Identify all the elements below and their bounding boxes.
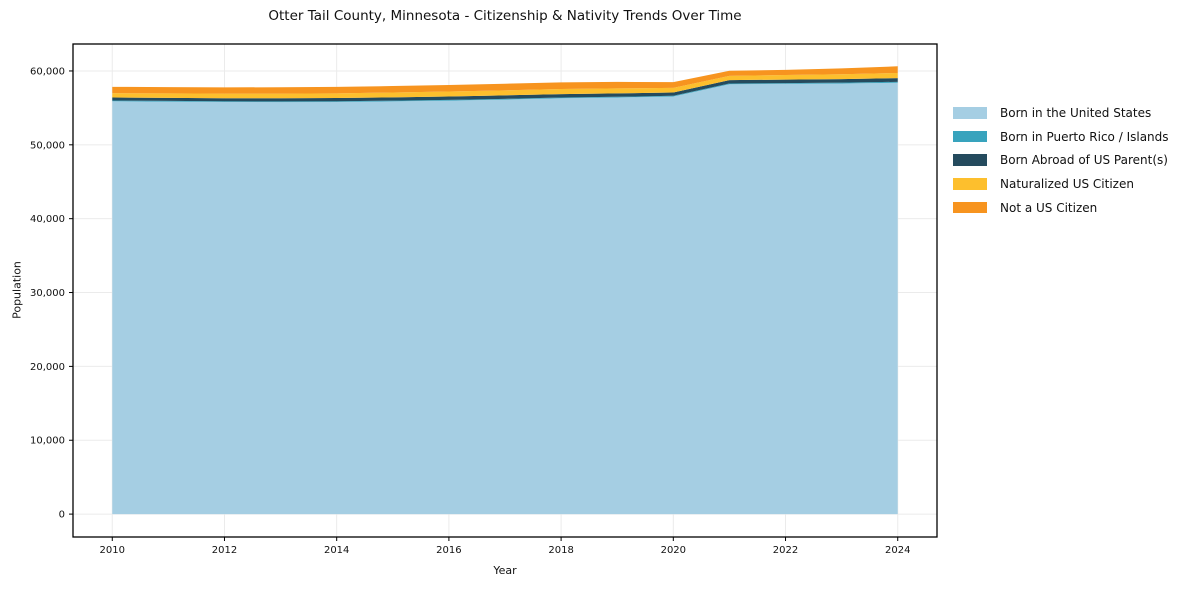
area-series-group	[112, 66, 898, 515]
area-series-3	[112, 72, 898, 99]
area-series-0	[112, 82, 898, 515]
legend-item: Born in Puerto Rico / Islands	[953, 125, 1169, 149]
legend: Born in the United States Born in Puerto …	[953, 101, 1169, 219]
legend-item-label: Born in the United States	[1000, 105, 1152, 120]
y-tick-label: 0	[59, 510, 65, 521]
legend-item: Not a US Citizen	[953, 196, 1169, 220]
legend-item: Born in the United States	[953, 101, 1169, 125]
x-tick-label: 2022	[773, 545, 798, 556]
legend-item-label: Naturalized US Citizen	[1000, 176, 1134, 191]
legend-swatch	[953, 178, 987, 190]
legend-swatch	[953, 201, 987, 214]
plot-border	[72, 43, 938, 538]
legend-item-label: Born in Puerto Rico / Islands	[1000, 129, 1169, 144]
y-axis-label: Population	[10, 261, 24, 319]
x-tick-label: 2018	[548, 545, 573, 556]
y-tick-label: 60,000	[30, 66, 65, 77]
x-tick-labels: 2010 2012 2014 2016 2018 2020 2022 2024	[100, 545, 911, 556]
legend-item-label: Born Abroad of US Parent(s)	[1000, 153, 1168, 168]
x-tick-label: 2012	[212, 545, 237, 556]
legend-swatch	[953, 107, 987, 119]
tick-marks	[69, 70, 899, 541]
y-tick-labels: 0 10,000 20,000 30,000 40,000 50,000 60,000	[30, 66, 65, 520]
x-axis-label: Year	[493, 564, 517, 577]
area-series-4	[112, 66, 898, 94]
y-tick-label: 30,000	[30, 288, 65, 299]
y-tick-label: 50,000	[30, 140, 65, 151]
y-tick-label: 10,000	[30, 436, 65, 447]
x-tick-label: 2010	[100, 545, 125, 556]
x-tick-label: 2024	[885, 545, 910, 556]
legend-item-label: Not a US Citizen	[1000, 200, 1098, 215]
x-tick-label: 2020	[661, 545, 686, 556]
area-series-2	[112, 78, 898, 102]
legend-swatch	[953, 154, 987, 166]
legend-item: Naturalized US Citizen	[953, 172, 1169, 196]
x-tick-label: 2016	[436, 545, 461, 556]
legend-swatch	[953, 130, 987, 143]
chart-title: Otter Tail County, Minnesota - Citizensh…	[268, 8, 742, 24]
legend-item: Born Abroad of US Parent(s)	[953, 148, 1169, 172]
x-tick-label: 2014	[324, 545, 349, 556]
y-tick-label: 20,000	[30, 362, 65, 373]
y-tick-label: 40,000	[30, 214, 65, 225]
